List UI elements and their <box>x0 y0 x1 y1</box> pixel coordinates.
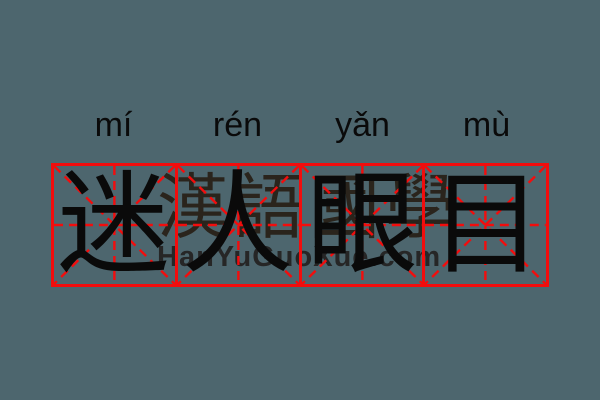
cell-guide-lines <box>301 166 423 284</box>
grid-cell-4 <box>425 166 546 284</box>
grid-cell-2 <box>177 166 302 284</box>
cell-guide-lines <box>54 166 175 284</box>
cell-guide-lines <box>177 166 299 284</box>
grid-cell-1 <box>54 166 178 284</box>
character-grid <box>51 163 549 287</box>
pinyin-label-1: mí <box>94 106 133 144</box>
pinyin-label-2: rén <box>212 106 263 144</box>
grid-cell-3 <box>301 166 426 284</box>
pinyin-label-4: mù <box>462 106 511 144</box>
pinyin-label-3: yǎn <box>335 106 390 144</box>
cell-guide-lines <box>425 166 546 284</box>
